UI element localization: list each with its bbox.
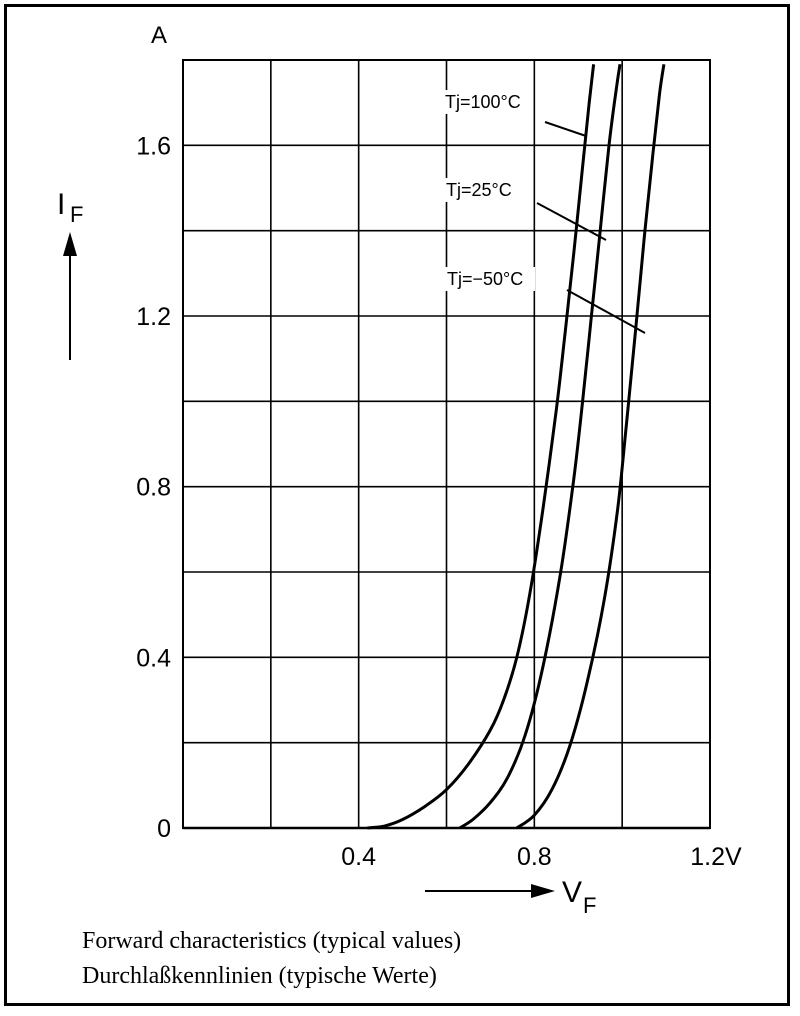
curve-label: Tj=−50°C <box>447 269 523 289</box>
caption-german: Durchlaßkennlinien (typische Werte) <box>82 963 437 989</box>
y-axis-arrow-head <box>63 232 77 256</box>
y-unit-label: A <box>151 22 167 49</box>
caption-english: Forward characteristics (typical values) <box>82 928 462 954</box>
y-tick-label: 0.8 <box>136 474 171 502</box>
y-tick-label: 0 <box>157 815 171 843</box>
curve-label: Tj=100°C <box>445 92 521 112</box>
x-axis-arrow-head <box>531 884 555 898</box>
curves <box>367 64 666 830</box>
curve-tj-25c <box>458 64 622 830</box>
labels: 0 0.4 0.8 1.2 1.6 0.4 0.8 1.2V Tj=100°C Tj=25°C Tj… <box>136 90 742 871</box>
y-tick-label: 0.4 <box>136 644 171 672</box>
x-axis-label: V F <box>425 876 596 918</box>
y-tick-label: 1.6 <box>136 132 171 160</box>
grid <box>182 59 711 830</box>
curve-leader-line <box>544 121 587 137</box>
y-tick-label: 1.2 <box>136 303 171 331</box>
x-tick-label: 1.2V <box>690 843 742 871</box>
curve-tj-100c <box>367 64 596 830</box>
y-axis-label-sub: F <box>70 202 83 227</box>
y-axis-label-main: I <box>57 188 65 221</box>
x-tick-label: 0.4 <box>341 843 376 871</box>
chart-frame <box>4 4 790 1006</box>
curve-label-background <box>443 178 524 202</box>
curve-label: Tj=25°C <box>446 180 512 200</box>
curve-label-background <box>444 267 535 291</box>
curve-leader-line <box>566 289 646 334</box>
x-axis-label-main: V <box>562 876 582 909</box>
y-axis-label: I F <box>57 188 83 360</box>
x-tick-label: 0.8 <box>517 843 552 871</box>
x-axis-label-sub: F <box>583 893 596 918</box>
curve-tj-minus-50c <box>515 64 666 830</box>
curve-label-background <box>442 90 533 114</box>
curve-leader-line <box>536 202 607 241</box>
